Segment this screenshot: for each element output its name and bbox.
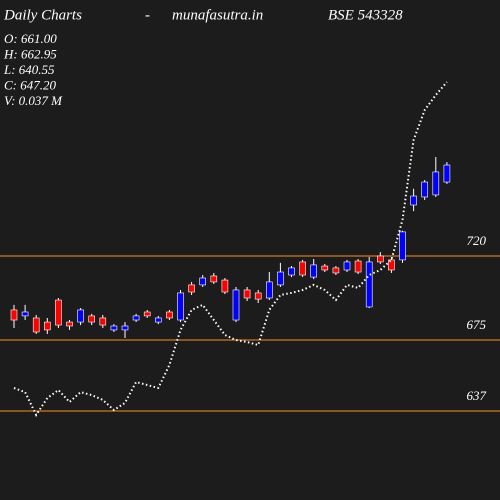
y-tick-label: 675 [467, 317, 487, 332]
candle-body [388, 259, 395, 271]
y-tick-label: 637 [467, 388, 487, 403]
candle-body [299, 261, 306, 276]
candle-body [110, 325, 118, 331]
candle-body [88, 315, 95, 323]
chart-title: Daily Charts [3, 7, 82, 23]
candle-body [321, 265, 329, 271]
candle-body [376, 255, 384, 263]
candle-body [277, 271, 284, 286]
candle-body [432, 171, 440, 196]
moving-average-line [13, 81, 448, 418]
candle-body [21, 311, 29, 317]
candle-body [55, 299, 62, 326]
candle-body [221, 279, 229, 293]
symbol: BSE 543328 [328, 7, 403, 23]
candle-body [199, 277, 206, 286]
candle-body [166, 311, 173, 319]
candle-body [354, 260, 362, 273]
y-tick-label: 720 [467, 233, 487, 248]
candle-body [410, 195, 417, 206]
ohlc-info: C: 647.20 [4, 77, 57, 92]
candle-body [232, 289, 240, 321]
candle-body [254, 292, 262, 300]
candle-body [66, 321, 73, 327]
candle-body [43, 321, 51, 331]
site-name: munafasutra.in [172, 7, 263, 23]
separator: - [145, 7, 150, 23]
candle-body [188, 284, 195, 293]
ohlc-info: L: 640.55 [3, 62, 55, 77]
candle-body [343, 261, 351, 271]
candle-body [243, 289, 251, 299]
candle-body [288, 267, 295, 276]
candle-body [10, 309, 18, 321]
candle-body [99, 317, 107, 326]
ohlc-info: H: 662.95 [3, 46, 57, 61]
ohlc-info: V: 0.037 M [4, 93, 63, 108]
candle-body [132, 315, 140, 321]
candle-body [443, 164, 451, 183]
candle-body [421, 181, 429, 198]
candle-body [310, 264, 318, 278]
candle-body [32, 317, 40, 333]
candle-body [365, 261, 373, 308]
candle-body [210, 275, 218, 283]
candle-body [77, 309, 84, 323]
candle-body [332, 267, 340, 274]
candle-body [265, 281, 273, 299]
ohlc-info: O: 661.00 [4, 31, 57, 46]
candle-body [155, 317, 162, 323]
candle-body [143, 311, 151, 317]
candle-body [399, 231, 406, 261]
candle-body [121, 325, 129, 331]
candle-body [177, 292, 184, 321]
